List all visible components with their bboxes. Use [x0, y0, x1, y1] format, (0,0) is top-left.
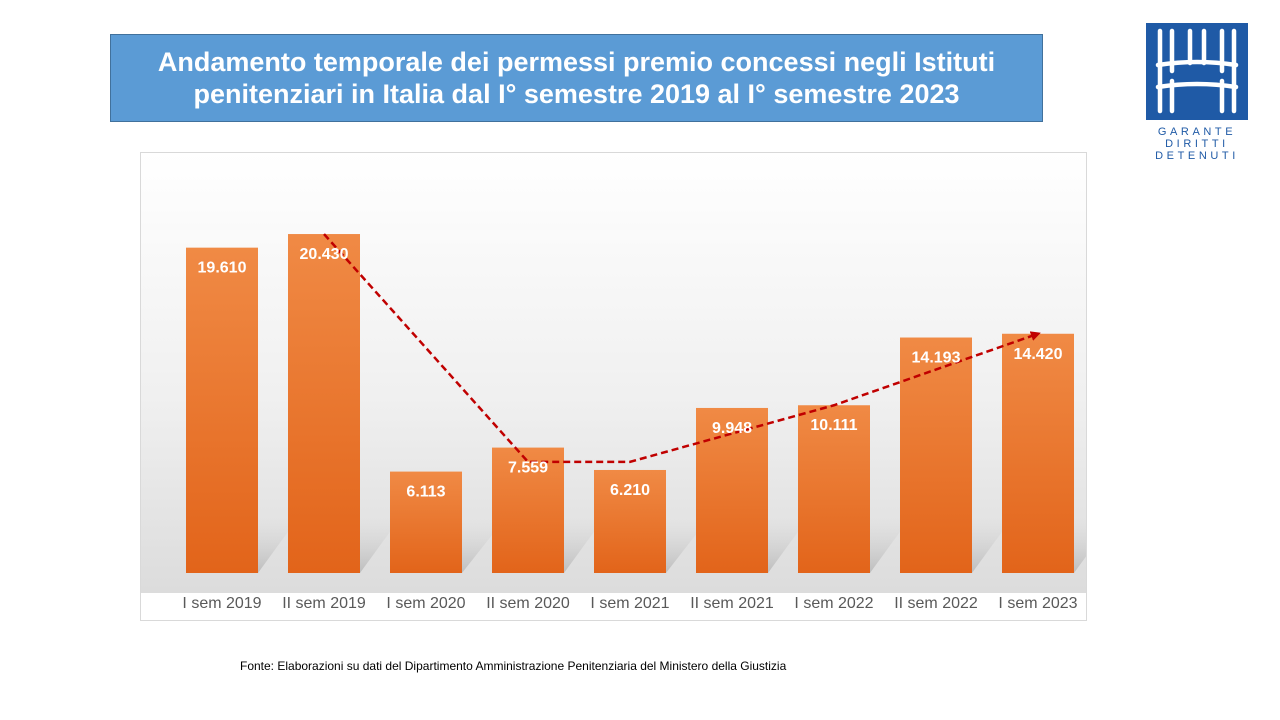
bar-chart: 19.610 20.430 6.113 7.559 6.210 9.948 10.111 14…: [141, 153, 1086, 612]
data-label: 6.210: [610, 482, 650, 499]
bar-i-sem-2020: [390, 471, 462, 573]
logo-text: GARANTE DIRITTI DETENUTI: [1143, 126, 1251, 162]
bar-ii-sem-2021: [696, 407, 768, 573]
logo-line: GARANTE: [1157, 126, 1237, 138]
bar-i-sem-2021: [594, 469, 666, 573]
category-label: II sem 2019: [282, 595, 366, 612]
category-label: I sem 2022: [794, 595, 873, 612]
logo-line: DIRITTI: [1165, 138, 1229, 150]
category-label: I sem 2021: [590, 595, 669, 612]
data-label: 9.948: [712, 420, 752, 437]
bar-i-sem-2023: [1002, 333, 1074, 573]
category-label: I sem 2023: [998, 595, 1077, 612]
source-note: Fonte: Elaborazioni su dati del Dipartim…: [240, 659, 787, 673]
data-label: 6.113: [406, 484, 445, 501]
data-label: 19.610: [198, 260, 247, 277]
category-label: II sem 2021: [690, 595, 774, 612]
bar-ii-sem-2019: [288, 234, 360, 573]
chart-area: 19.610 20.430 6.113 7.559 6.210 9.948 10.111 14…: [140, 152, 1087, 621]
data-label: 14.420: [1014, 346, 1063, 363]
garante-logo-icon: [1146, 23, 1248, 120]
data-label: 7.559: [508, 460, 548, 477]
category-label: I sem 2020: [386, 595, 465, 612]
trend-arrow: [323, 233, 1041, 464]
bar-i-sem-2019: [186, 247, 258, 573]
data-label: 10.111: [810, 417, 857, 434]
data-label: 20.430: [300, 246, 349, 263]
chart-title: Andamento temporale dei permessi premio …: [157, 47, 996, 109]
category-label: I sem 2019: [182, 595, 261, 612]
logo-line: DETENUTI: [1155, 150, 1239, 162]
category-label: II sem 2022: [894, 595, 978, 612]
bar-ii-sem-2020: [492, 447, 564, 573]
bar-i-sem-2022: [798, 405, 870, 573]
title-banner: Andamento temporale dei permessi premio …: [110, 34, 1043, 122]
bar-ii-sem-2022: [900, 337, 972, 573]
category-label: II sem 2020: [486, 595, 570, 612]
data-label: 14.193: [912, 350, 961, 367]
